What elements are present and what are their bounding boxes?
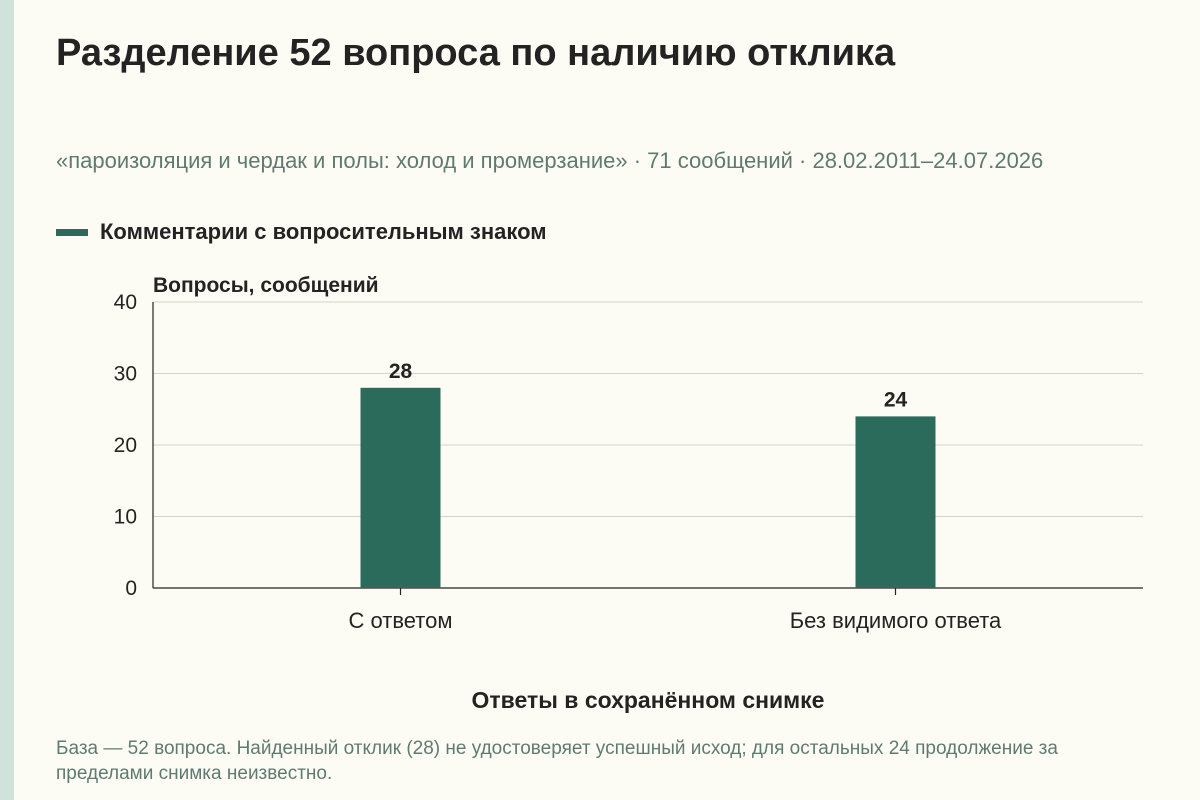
x-tick-label: С ответом bbox=[349, 608, 453, 633]
bar-value-label: 24 bbox=[884, 388, 908, 411]
y-tick-label: 10 bbox=[114, 506, 137, 529]
legend: Комментарии с вопросительным знаком bbox=[56, 218, 547, 246]
left-accent-bar bbox=[0, 0, 14, 800]
y-tick-label: 40 bbox=[114, 291, 137, 314]
chart-subtitle: «пароизоляция и чердак и полы: холод и п… bbox=[56, 148, 1044, 173]
bar bbox=[855, 416, 936, 588]
y-tick-label: 30 bbox=[114, 363, 137, 386]
footnote: База — 52 вопроса. Найденный отклик (28)… bbox=[56, 738, 1058, 784]
y-tick-label: 0 bbox=[125, 577, 137, 600]
legend-swatch bbox=[56, 228, 88, 236]
bar-value-label: 28 bbox=[389, 360, 413, 383]
y-axis-label: Вопросы, сообщений bbox=[153, 274, 379, 297]
chart-title: Разделение 52 вопроса по наличию отклика bbox=[56, 32, 896, 74]
bar bbox=[360, 387, 441, 588]
legend-label: Комментарии с вопросительным знаком bbox=[100, 219, 547, 244]
bar-chart: 0 10 20 30 40 Вопросы, сообщений 28 С ответом 24… bbox=[114, 274, 1143, 713]
x-axis-label: Ответы в сохранённом снимке bbox=[472, 687, 825, 713]
y-tick-label: 20 bbox=[114, 434, 137, 457]
x-tick-label: Без видимого ответа bbox=[790, 608, 1002, 633]
